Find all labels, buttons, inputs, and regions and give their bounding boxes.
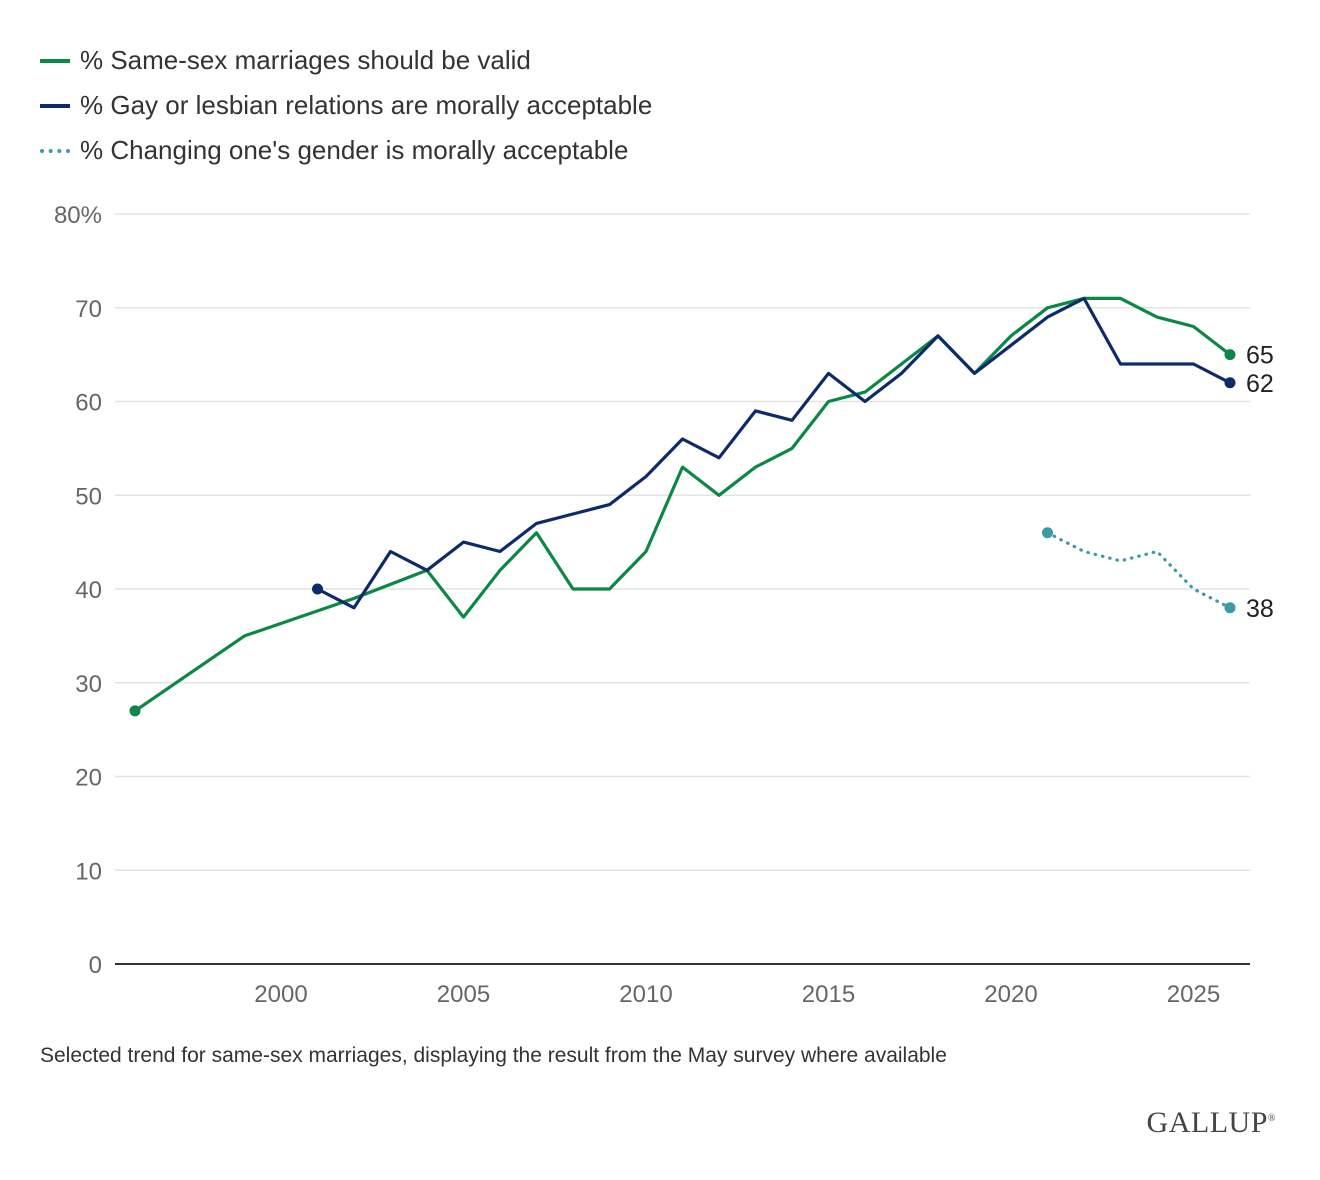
legend-item-same-sex-marriage: % Same-sex marriages should be valid	[40, 38, 652, 83]
y-tick-label-10: 10	[75, 858, 102, 885]
y-tick-label-50: 50	[75, 483, 102, 510]
x-tick-label-2020: 2020	[984, 981, 1037, 1008]
x-tick-label-2015: 2015	[802, 981, 855, 1008]
legend-swatch-navy	[40, 103, 70, 108]
y-tick-label-80: 80%	[54, 202, 102, 229]
y-tick-label-0: 0	[89, 952, 102, 979]
x-tick-label-2000: 2000	[254, 981, 307, 1008]
chart-legend: % Same-sex marriages should be valid % G…	[40, 38, 652, 173]
y-tick-label-30: 30	[75, 671, 102, 698]
chart-note: Selected trend for same-sex marriages, d…	[40, 1044, 947, 1067]
legend-item-changing-gender: % Changing one's gender is morally accep…	[40, 128, 652, 173]
series-line-gay-lesbian-relations	[315, 296, 1232, 610]
end-point-gay-lesbian-relations	[1224, 377, 1236, 389]
legend-swatch-green	[40, 58, 70, 63]
end-label-changing-gender: 38	[1246, 595, 1274, 623]
x-tick-label-2005: 2005	[437, 981, 490, 1008]
end-point-same-sex-marriage	[1224, 349, 1236, 361]
logo-text: GALLUP	[1146, 1106, 1268, 1139]
end-point-changing-gender	[1224, 602, 1236, 614]
legend-label: % Changing one's gender is morally accep…	[80, 135, 629, 165]
series-line-changing-gender	[1045, 531, 1232, 610]
end-label-same-sex-marriage: 65	[1246, 342, 1274, 370]
gallup-logo: GALLUP®	[1146, 1106, 1276, 1139]
y-tick-label-60: 60	[75, 390, 102, 417]
series-line-same-sex-marriage	[133, 296, 1232, 713]
x-tick-label-2025: 2025	[1167, 981, 1220, 1008]
legend-item-gay-lesbian-relations: % Gay or lesbian relations are morally a…	[40, 83, 652, 128]
legend-label: % Same-sex marriages should be valid	[80, 45, 531, 75]
start-point-changing-gender	[1042, 527, 1053, 539]
y-tick-label-70: 70	[75, 296, 102, 323]
y-tick-label-20: 20	[75, 765, 102, 792]
line-chart: 0 10 20 30 40 50 60 70 80% 2000 2005 2010 2015 2020 2…	[54, 202, 1274, 1008]
end-label-gay-lesbian-relations: 62	[1246, 370, 1274, 398]
start-point-same-sex-marriage	[129, 705, 141, 717]
legend-swatch-teal	[40, 148, 70, 153]
x-tick-label-2010: 2010	[619, 981, 672, 1008]
y-tick-label-40: 40	[75, 577, 102, 604]
start-point-gay-lesbian-relations	[312, 583, 323, 595]
legend-label: % Gay or lesbian relations are morally a…	[80, 90, 653, 120]
